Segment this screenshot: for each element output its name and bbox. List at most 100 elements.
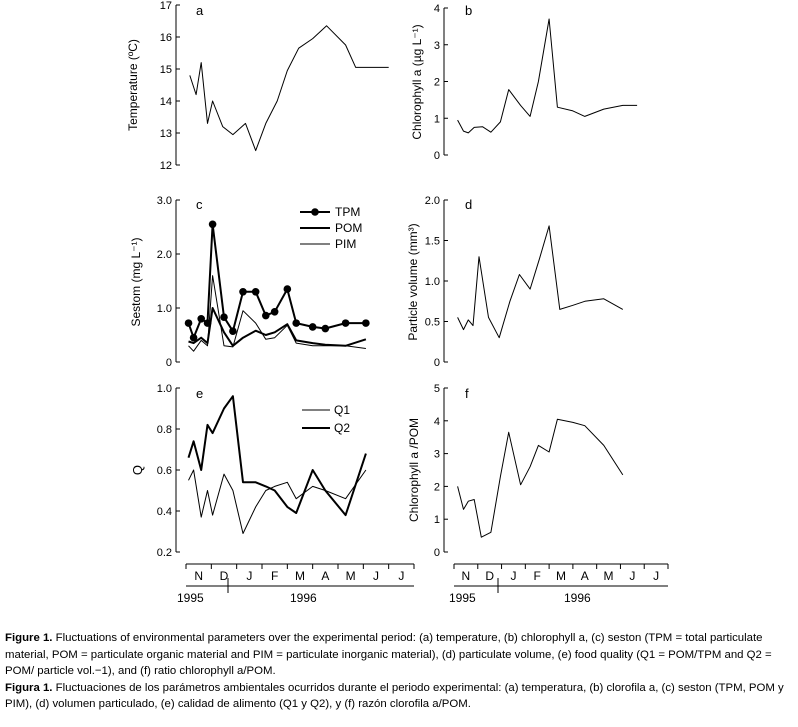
y-tick-label: 12 [160,160,172,172]
y-tick-label: 16 [160,32,172,44]
series-line-particle-volume [457,225,624,339]
y-ticks: 0 1 2 3 4 [434,3,448,162]
panel-b: 0 1 2 3 4 b Chlorophyll a (µg L⁻¹) [410,3,638,162]
year-label-1996: 1996 [290,591,317,605]
panel-a: 12 13 14 15 16 17 a Temperature (ºC) [126,0,389,172]
y-tick-label: 0 [434,150,440,162]
legend: Q1 Q2 [302,403,350,435]
y-tick-label: 3 [434,40,440,52]
y-axis-title: Q [130,465,145,475]
series-line-pom [188,307,367,347]
y-tick-label: 13 [160,128,172,140]
data-point-tpm [184,319,193,327]
y-tick-label: 1.5 [425,236,440,248]
plot-area [187,395,367,534]
plot-area [189,25,389,152]
series-line-q1 [187,395,367,517]
series-line-temperature [189,25,389,152]
y-tick-label: 3.0 [157,195,172,207]
month-label: A [321,569,329,583]
panel-label-d: d [465,197,472,212]
data-point-tpm [270,307,279,316]
panel-d: 0 0.5 1.0 1.5 2.0 d Particle volume (mm³) [406,195,624,369]
y-tick-label: 3 [434,449,440,461]
data-point-tpm [362,319,370,327]
figure-caption: Figure 1. Fluctuations of environmental … [5,630,793,713]
panel-label-c: c [196,197,203,212]
data-point-tpm [341,319,350,327]
month-label: M [556,569,566,583]
month-label: F [534,569,541,583]
plot-area [457,418,624,538]
y-tick-label: 4 [434,3,440,15]
month-label: F [271,569,278,583]
y-tick-label: 0 [434,357,440,369]
plot-area [457,18,638,134]
data-point-tpm [283,285,292,293]
y-tick-label: 0 [166,357,172,369]
data-point-tpm [197,315,205,323]
y-tick-label: 5 [434,383,440,395]
y-tick-label: 1.0 [425,276,440,288]
year-divider [186,578,414,593]
legend-label-q2: Q2 [334,421,350,435]
series-line-chlorophyll-a [457,18,638,134]
year-label-1995: 1995 [177,591,204,605]
y-ticks: 0 1.0 2.0 3.0 [157,195,180,369]
y-tick-label: 4 [434,416,440,428]
data-point-tpm [189,333,198,342]
panel-label-f: f [465,386,469,401]
y-axis-title-text: Chlorophyll a (µg L⁻¹) [410,24,424,139]
data-point-tpm [262,311,270,320]
year-label-1996: 1996 [564,591,591,605]
plot-area [184,220,370,352]
y-tick-label: 0.5 [425,317,440,329]
month-label: J [246,569,252,583]
legend-label-q1: Q1 [334,403,350,417]
y-ticks: 12 13 14 15 16 17 [160,0,180,172]
month-label: D [485,569,494,583]
y-tick-label: 1.0 [157,383,172,395]
y-tick-label: 0.4 [157,506,172,518]
caption-es-prefix: Figura 1. [5,681,53,694]
data-point-tpm [292,319,301,327]
y-axis-title: Particle volume (mm³) [406,223,420,340]
data-point-tpm [229,327,237,336]
panel-label-b: b [465,3,472,18]
y-tick-label: 2 [434,77,440,89]
month-label: J [398,569,404,583]
month-label: J [510,569,516,583]
legend-label-pim: PIM [335,237,356,251]
series-line-pim [188,275,366,352]
plot-area [457,225,624,339]
month-label: J [373,569,379,583]
y-tick-label: 2.0 [157,249,172,261]
y-axis-title: Temperature (ºC) [126,39,140,131]
panel-f: 0 1 2 3 4 5 f Chlorophyll a /POM [407,383,624,559]
legend-label-tpm: TPM [335,205,360,219]
y-axis-title: Chlorophyll a (µg L⁻¹) [410,24,424,139]
panel-label-a: a [196,3,204,18]
legend-marker-tpm [311,208,319,216]
month-label: M [604,569,614,583]
legend: TPM POM PIM [300,205,362,251]
y-tick-label: 1.0 [157,303,172,315]
data-point-tpm [308,323,317,331]
y-tick-label: 0.6 [157,465,172,477]
data-point-tpm [220,313,228,321]
data-point-tpm [208,220,217,229]
y-tick-label: 0.2 [157,547,172,559]
y-tick-label: 1 [434,113,440,125]
data-point-tpm [251,288,260,296]
data-point-tpm [321,324,330,333]
panel-e: 0.2 0.4 0.6 0.8 1.0 e Q Q1 Q2 [130,383,367,559]
y-tick-label: 0 [434,547,440,559]
month-label: J [653,569,659,583]
panel-label-e: e [196,386,203,401]
month-label: D [220,569,229,583]
month-label: J [629,569,635,583]
month-label: N [462,569,471,583]
